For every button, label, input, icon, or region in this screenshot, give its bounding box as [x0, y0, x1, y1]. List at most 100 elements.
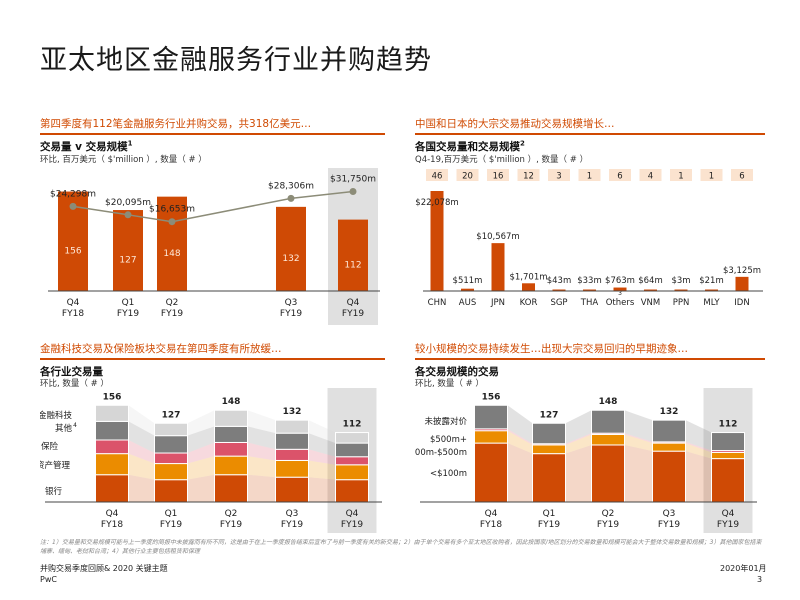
connector-band: [187, 442, 215, 464]
stacked-segment: [532, 444, 566, 455]
value-label: $28,306m: [268, 181, 314, 191]
count-label: 16: [493, 172, 504, 182]
total-label: 156: [482, 392, 501, 402]
connector-band: [624, 410, 653, 442]
panel3-subtitle: 各行业交易量: [40, 366, 103, 378]
stacked-segment: [275, 432, 309, 450]
stacked-segment: [154, 422, 188, 437]
value-point: [69, 202, 77, 210]
volume-bar-label: 156: [64, 246, 81, 256]
country-bar: [705, 289, 718, 291]
country-label: VNM: [641, 298, 661, 308]
country-value-label: $3m: [671, 276, 690, 286]
count-label: 1: [709, 172, 714, 182]
stacked-segment: [711, 432, 745, 452]
category-label: Q1 FY19: [538, 509, 560, 530]
panel4-subtitle: 各交易规模的交易: [415, 366, 499, 378]
connector-band: [128, 421, 155, 454]
connector-band: [247, 410, 276, 434]
connector-band: [247, 426, 276, 450]
category-label: Q2 FY19: [220, 509, 242, 530]
connector-band: [247, 442, 276, 461]
total-label: 112: [719, 420, 738, 430]
count-badge: [548, 169, 570, 181]
total-label: 132: [283, 407, 302, 417]
country-label: JPN: [490, 298, 505, 308]
panel1-subtitle: 交易量 v 交易规模1: [40, 139, 133, 154]
country-value-label: $763m: [605, 276, 635, 286]
connector-band: [128, 453, 155, 480]
stacked-segment: [275, 459, 309, 478]
connector-band: [565, 410, 592, 444]
panel2-units: Q4-19,百万美元（ $'million ）, 数量（ # ）: [415, 155, 589, 165]
page-title: 亚太地区金融服务行业并购趋势: [40, 45, 432, 76]
stacked-segment: [474, 430, 508, 444]
connector-band: [685, 420, 712, 451]
connector-band: [247, 474, 276, 502]
category-label: Q4 FY19: [717, 509, 739, 530]
count-label: 3: [556, 172, 561, 182]
total-label: 127: [162, 410, 181, 420]
legend-100m-500m: $100m-$500m: [415, 448, 467, 458]
stacked-segment: [652, 450, 686, 503]
count-badge: [670, 169, 692, 181]
footer-brand: PwC: [40, 575, 57, 584]
country-label: PPN: [673, 298, 690, 308]
footer-date: 2020年01月: [720, 564, 767, 573]
footer-report-title: 并购交易季度回顾& 2020 关键主题: [40, 564, 168, 573]
count-badge: [426, 169, 448, 181]
country-value-label: $10,567m: [476, 232, 519, 242]
country-bar: [430, 191, 444, 291]
count-label: 12: [523, 172, 534, 182]
country-label: CHN: [428, 298, 447, 308]
legend-other: 其他: [55, 423, 73, 434]
panel4-heading: 较小规模的交易持续发生…出现大宗交易回归的早期迹象…: [415, 343, 688, 355]
panel3-rule: [40, 358, 385, 360]
count-badge: [456, 169, 479, 181]
stacked-segment: [275, 448, 309, 461]
connector-band: [565, 434, 592, 454]
count-badge: [639, 169, 662, 181]
country-bar: [613, 287, 627, 291]
country-bar: [552, 289, 566, 291]
volume-bar-label: 132: [282, 254, 299, 264]
count-badge: [487, 169, 509, 181]
panel3-units: 环比, 数量（ # ）: [40, 379, 109, 389]
count-label: 1: [678, 172, 683, 182]
sector-deal-chart: 156 Q4 FY18 127 Q1 FY19 148 Q2 FY19 132 Q3 FY19 112 Q…: [40, 388, 382, 533]
country-label: SGP: [550, 298, 567, 308]
country-label: THA: [580, 298, 599, 308]
count-label: 46: [432, 172, 443, 182]
country-deal-chart: 46$22,078mCHN20$511mAUS16$10,567mJPN12$1…: [415, 169, 763, 308]
total-label: 112: [343, 420, 362, 430]
category-label: Q3 FY19: [280, 298, 302, 319]
connector-band: [187, 474, 215, 502]
count-label: 6: [739, 172, 744, 182]
stacked-segment: [591, 444, 625, 503]
stacked-segment: [275, 419, 309, 434]
stacked-segment: [95, 439, 129, 455]
panel2-heading: 中国和日本的大宗交易推动交易规模增长…: [415, 118, 615, 130]
country-value-label: $64m: [638, 276, 663, 286]
stacked-segment: [532, 422, 566, 445]
volume-bar: [338, 219, 368, 291]
value-point: [124, 211, 132, 219]
stacked-segment: [95, 404, 129, 422]
stacked-segment: [591, 433, 625, 446]
stacked-segment: [335, 442, 369, 458]
legend-undisclosed: 未披露对价: [424, 416, 467, 427]
footnote: 注：1）交易量和交易规模可能与上一季度的简报中未披露而有所不同，这是由于在上一季…: [40, 539, 762, 555]
panel2-subtitle: 各国交易量和交易规模2: [415, 139, 525, 154]
stacked-segment: [335, 464, 369, 481]
connector-band: [187, 456, 215, 480]
value-point: [287, 194, 295, 202]
legend-fintech: 金融科技: [40, 410, 72, 421]
connector-band: [187, 426, 215, 454]
count-badge: [731, 169, 753, 181]
stacked-segment: [214, 441, 248, 457]
country-bar: [644, 289, 657, 291]
volume-bar-label: 127: [119, 256, 136, 266]
volume-bar: [276, 206, 306, 291]
country-value-label: $43m: [547, 276, 572, 286]
connector-band: [507, 428, 533, 445]
